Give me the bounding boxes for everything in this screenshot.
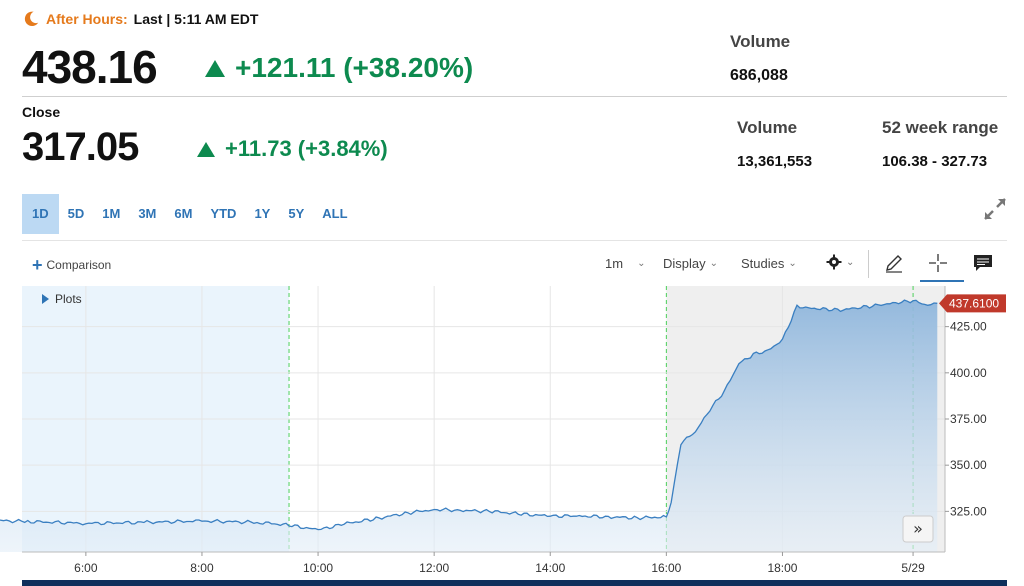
bottom-bar xyxy=(22,580,1007,586)
x-tick-label: 12:00 xyxy=(419,561,449,575)
play-arrow-icon xyxy=(42,294,49,304)
moon-icon xyxy=(24,11,39,27)
studies-label: Studies xyxy=(741,256,785,271)
period-tab-1m[interactable]: 1M xyxy=(102,206,121,221)
after-hours-change-value: +121.11 (+38.20%) xyxy=(235,52,474,83)
price-line xyxy=(0,299,938,531)
chevron-down-icon: ⌄ xyxy=(637,258,646,269)
x-tick-label: 10:00 xyxy=(303,561,333,575)
close-change: +11.73 (+3.84%) xyxy=(197,136,388,162)
double-chevron-right-icon: » xyxy=(913,519,923,538)
after-hours-price: 438.16 xyxy=(22,41,158,93)
chevron-down-icon: ⌄ xyxy=(846,256,855,268)
after-hours-label: After Hours: xyxy=(46,11,128,27)
expand-icon[interactable] xyxy=(982,196,1008,222)
close-label: Close xyxy=(22,104,61,120)
display-label: Display xyxy=(663,256,706,271)
after-hours-volume-value: 686,088 xyxy=(730,67,788,84)
settings-dropdown[interactable]: ⌄ xyxy=(826,254,854,270)
pencil-icon[interactable] xyxy=(883,252,905,274)
after-hours-change: +121.11 (+38.20%) xyxy=(205,52,473,84)
crosshair-active-indicator xyxy=(920,280,964,282)
interval-dropdown[interactable]: 1m ⌄ xyxy=(605,256,645,271)
comment-icon[interactable] xyxy=(972,252,994,274)
toolbar-divider xyxy=(22,240,1007,241)
chevron-down-icon: ⌄ xyxy=(788,258,797,269)
y-tick-label: 425.00 xyxy=(950,320,987,334)
current-price-tag xyxy=(939,294,1006,313)
crosshair-icon[interactable] xyxy=(927,252,949,274)
y-tick-label: 350.00 xyxy=(950,458,987,472)
comparison-label: Comparison xyxy=(46,258,112,272)
y-tick-label: 400.00 xyxy=(950,366,987,380)
period-tab-ytd[interactable]: YTD xyxy=(210,206,237,221)
interval-label: 1m xyxy=(605,256,624,271)
x-tick-label: 8:00 xyxy=(190,561,214,575)
period-tab-5y[interactable]: 5Y xyxy=(288,206,305,221)
close-volume-value: 13,361,553 xyxy=(737,153,813,170)
display-dropdown[interactable]: Display ⌄ xyxy=(663,256,718,271)
period-tab-1y[interactable]: 1Y xyxy=(254,206,271,221)
chevron-down-icon: ⌄ xyxy=(709,258,719,269)
week-range-value: 106.38 - 327.73 xyxy=(882,153,988,170)
plus-icon: + xyxy=(32,255,43,275)
price-chart[interactable]: 6:00 8:00 10:00 12:00 14:00 16:00 18:00 5/29 425… xyxy=(0,286,1024,582)
after-hours-timestamp: Last | 5:11 AM EDT xyxy=(133,11,259,27)
toolbar-separator xyxy=(868,250,869,278)
chart-toolbar: + Comparison 1m ⌄ Display ⌄ Studies ⌄ ⌄ xyxy=(0,246,1024,284)
week-range-label: 52 week range xyxy=(882,118,999,137)
up-arrow-icon xyxy=(197,141,215,157)
period-tabs: 1D 5D 1M 3M 6M YTD 1Y 5Y ALL xyxy=(22,194,357,234)
close-volume-label: Volume xyxy=(737,118,798,137)
header-divider xyxy=(22,96,1007,97)
comparison-button[interactable]: + Comparison xyxy=(32,255,112,275)
x-tick-label: 5/29 xyxy=(901,561,925,575)
after-hours-row: After Hours: Last | 5:11 AM EDT xyxy=(22,10,258,28)
y-tick-label: 375.00 xyxy=(950,412,987,426)
period-tab-3m[interactable]: 3M xyxy=(138,206,157,221)
plots-label: Plots xyxy=(55,292,82,306)
x-tick-label: 6:00 xyxy=(74,561,98,575)
period-tab-all[interactable]: ALL xyxy=(322,206,348,221)
scroll-right-button[interactable]: » xyxy=(902,515,934,543)
x-tick-label: 18:00 xyxy=(767,561,797,575)
x-tick-label: 16:00 xyxy=(651,561,681,575)
x-tick-label: 14:00 xyxy=(535,561,565,575)
scroll-right-button-bg xyxy=(902,515,934,543)
period-tab-5d[interactable]: 5D xyxy=(67,206,85,221)
close-price: 317.05 xyxy=(22,125,139,169)
up-arrow-icon xyxy=(205,59,225,77)
period-tab-1d[interactable]: 1D xyxy=(22,194,59,234)
studies-dropdown[interactable]: Studies ⌄ xyxy=(741,256,797,271)
close-change-value: +11.73 (+3.84%) xyxy=(225,136,388,161)
price-area xyxy=(0,300,938,552)
gear-icon xyxy=(826,254,842,270)
after-hours-volume-label: Volume xyxy=(730,32,791,51)
plots-toggle[interactable]: Plots xyxy=(42,292,82,306)
current-price-label: 437.6100 xyxy=(949,296,999,310)
y-tick-label: 325.00 xyxy=(950,504,987,518)
period-tab-6m[interactable]: 6M xyxy=(174,206,193,221)
